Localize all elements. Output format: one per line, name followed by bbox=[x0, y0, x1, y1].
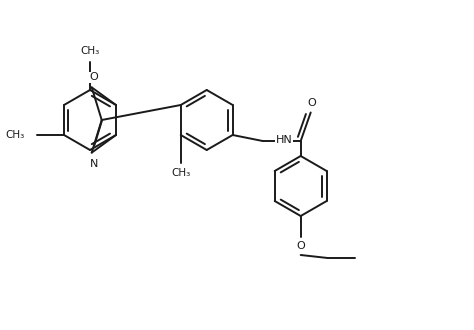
Text: CH₃: CH₃ bbox=[171, 169, 191, 179]
Text: O: O bbox=[307, 98, 316, 109]
Text: HN: HN bbox=[276, 135, 292, 145]
Text: CH₃: CH₃ bbox=[81, 47, 100, 56]
Text: O: O bbox=[296, 241, 305, 251]
Text: O: O bbox=[89, 72, 98, 82]
Text: CH₃: CH₃ bbox=[6, 130, 25, 140]
Text: N: N bbox=[90, 159, 98, 169]
